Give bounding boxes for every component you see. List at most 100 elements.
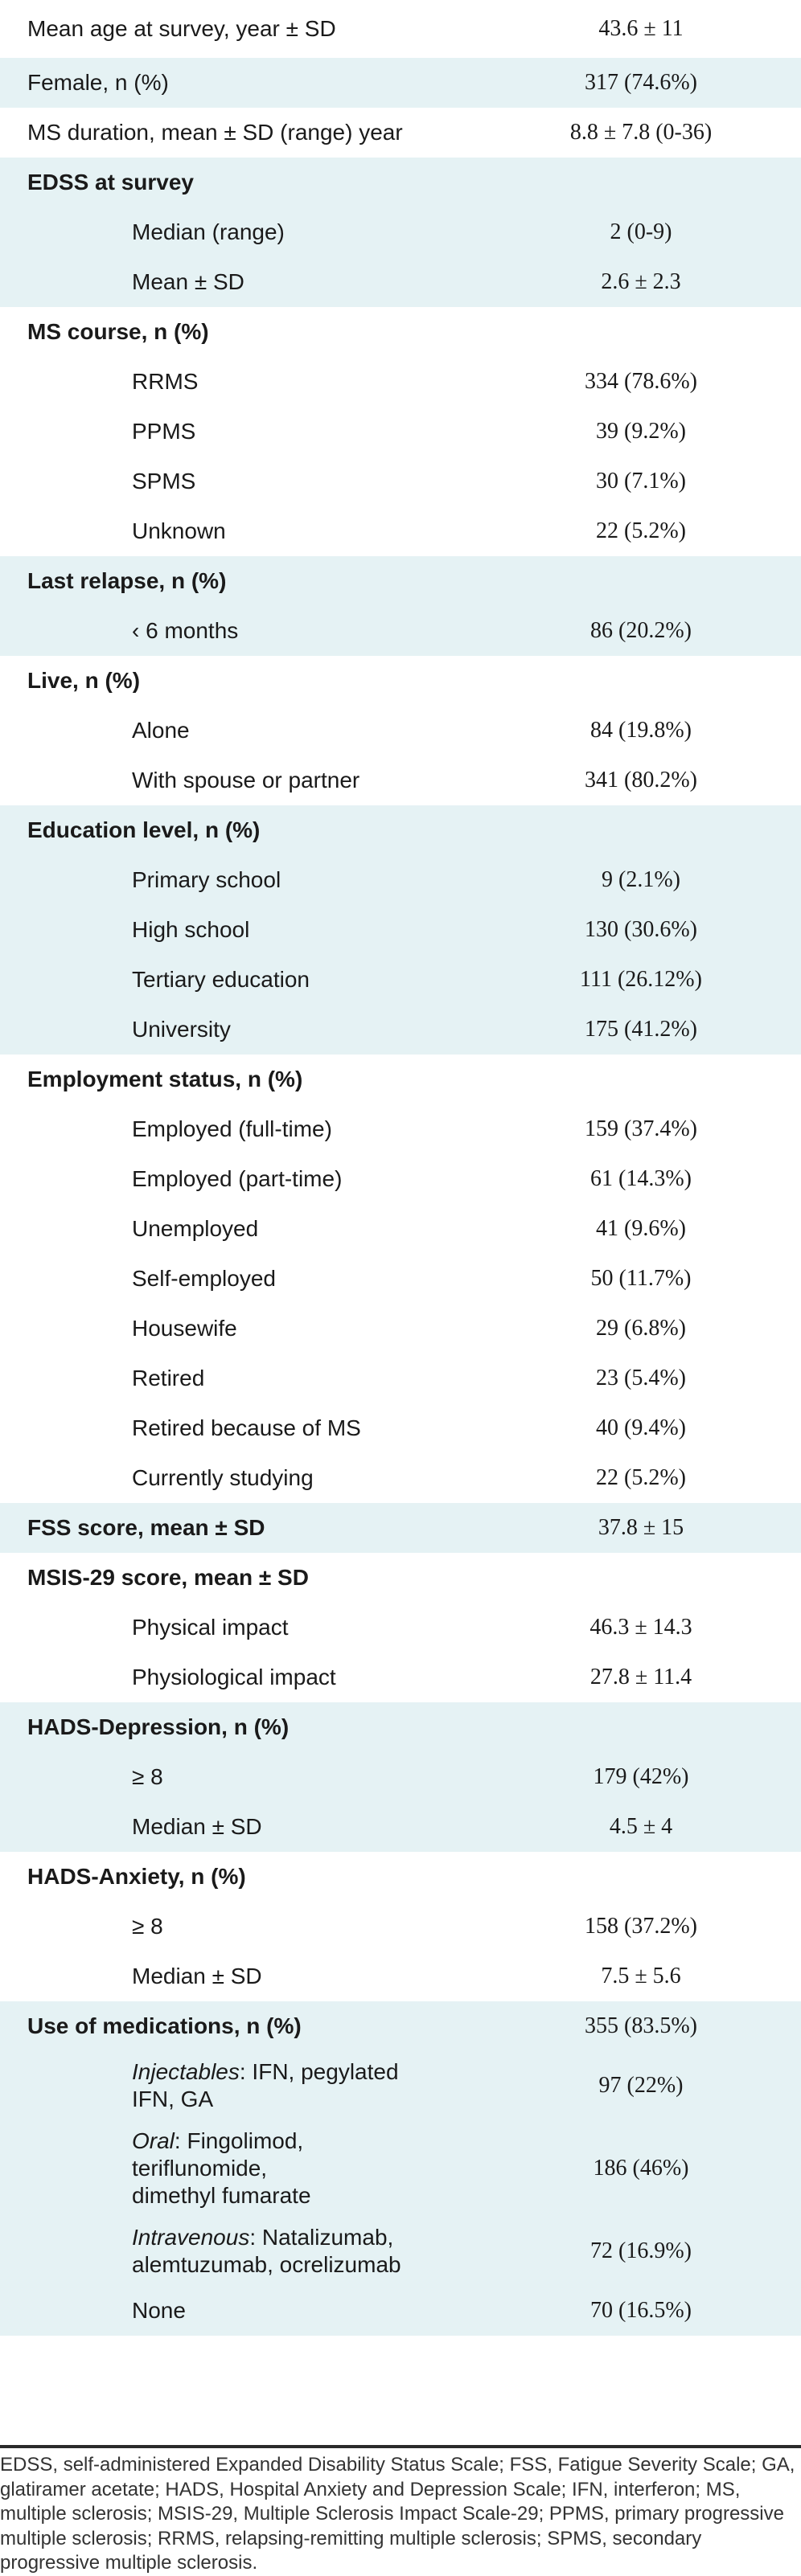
row-value: 43.6 ± 11 (598, 16, 684, 41)
section-header-row: Employment status, n (%) (0, 1055, 801, 1104)
label-text-line3: dimethyl fumarate (132, 2183, 311, 2208)
table-row: Tertiary education 111 (26.12%) (0, 955, 801, 1005)
table-row: Mean ± SD 2.6 ± 2.3 (0, 257, 801, 307)
row-value: 23 (5.4%) (596, 1366, 686, 1390)
row-label: Female, n (%) (0, 58, 481, 108)
row-label: Median ± SD (0, 1802, 481, 1852)
label-emphasis: Intravenous (132, 2225, 250, 2250)
section-header-row: Live, n (%) (0, 656, 801, 706)
table-row: Median ± SD 7.5 ± 5.6 (0, 1951, 801, 2001)
row-value: 22 (5.2%) (596, 518, 686, 543)
section-label: MSIS-29 score, mean ± SD (27, 1565, 309, 1590)
row-value: 159 (37.4%) (585, 1116, 697, 1141)
row-value: 158 (37.2%) (585, 1914, 697, 1939)
section-label: EDSS at survey (0, 158, 481, 207)
row-value: 72 (16.9%) (481, 2217, 801, 2286)
row-label: ‹ 6 months (0, 606, 481, 656)
table-row: Unemployed 41 (9.6%) (0, 1204, 801, 1254)
row-value: 9 (2.1%) (481, 855, 801, 905)
row-value: 29 (6.8%) (596, 1316, 686, 1341)
row-value: 30 (7.1%) (596, 469, 686, 493)
table-row: Retired 23 (5.4%) (0, 1354, 801, 1403)
row-label: MS duration, mean ± SD (range) year (27, 120, 403, 145)
row-label: Employed (part-time) (132, 1166, 343, 1191)
row-value: 179 (42%) (481, 1752, 801, 1802)
row-label: Unknown (132, 518, 226, 543)
row-label: Intravenous: Natalizumab, alemtuzumab, oc… (0, 2217, 481, 2286)
row-value: 2.6 ± 2.3 (481, 257, 801, 307)
row-value: 61 (14.3%) (590, 1166, 692, 1191)
row-label: Median ± SD (132, 1964, 262, 1988)
row-value: 111 (26.12%) (481, 955, 801, 1005)
section-label: HADS-Depression, n (%) (0, 1702, 481, 1752)
table-row: Mean age at survey, year ± SD 43.6 ± 11 (0, 0, 801, 58)
row-value: 27.8 ± 11.4 (589, 1665, 692, 1689)
row-value: 46.3 ± 14.3 (589, 1615, 692, 1640)
table-row: University 175 (41.2%) (0, 1005, 801, 1055)
table-row: None 70 (16.5%) (0, 2286, 801, 2336)
row-label: Tertiary education (0, 955, 481, 1005)
row-value (481, 1702, 801, 1752)
row-label: Oral: Fingolimod, teriflunomide, dimethyl … (0, 2120, 481, 2217)
label-text-line2: alemtuzumab, ocrelizumab (132, 2252, 401, 2277)
row-value (481, 158, 801, 207)
table-row: Primary school 9 (2.1%) (0, 855, 801, 905)
row-value: 175 (41.2%) (481, 1005, 801, 1055)
row-value (481, 307, 801, 357)
table-row: Median ± SD 4.5 ± 4 (0, 1802, 801, 1852)
row-value: 355 (83.5%) (481, 2001, 801, 2051)
section-header-row: Education level, n (%) (0, 805, 801, 855)
row-value: 8.8 ± 7.8 (0-36) (569, 120, 713, 145)
table-row: Median (range) 2 (0-9) (0, 207, 801, 257)
table-row: Intravenous: Natalizumab, alemtuzumab, oc… (0, 2217, 801, 2286)
row-label: Self-employed (132, 1266, 276, 1291)
row-label: ≥ 8 (132, 1914, 163, 1939)
table-row: Alone 84 (19.8%) (0, 706, 801, 756)
row-label: ≥ 8 (0, 1752, 481, 1802)
row-value (481, 1553, 801, 1603)
row-label: Retired (132, 1366, 205, 1390)
row-value: 41 (9.6%) (596, 1216, 686, 1241)
table-row: ≥ 8 158 (37.2%) (0, 1902, 801, 1951)
table-row: Unknown 22 (5.2%) (0, 506, 801, 556)
section-label: MS course, n (%) (27, 319, 209, 344)
table-row: Oral: Fingolimod, teriflunomide, dimethyl … (0, 2120, 801, 2217)
row-label: Housewife (132, 1316, 237, 1341)
table-row: Housewife 29 (6.8%) (0, 1304, 801, 1354)
row-label: RRMS (132, 369, 199, 394)
row-label: Retired because of MS (132, 1415, 361, 1440)
section-header-row: Last relapse, n (%) (0, 556, 801, 606)
table-row: High school 130 (30.6%) (0, 905, 801, 955)
label-text: : Natalizumab, (249, 2225, 394, 2250)
row-label: University (0, 1005, 481, 1055)
label-emphasis: Oral (132, 2128, 175, 2153)
row-value (481, 805, 801, 855)
section-header-row: FSS score, mean ± SD 37.8 ± 15 (0, 1503, 801, 1553)
section-label: Education level, n (%) (0, 805, 481, 855)
row-value: 4.5 ± 4 (481, 1802, 801, 1852)
row-label: Median (range) (0, 207, 481, 257)
table-row: With spouse or partner 341 (80.2%) (0, 756, 801, 805)
row-label: Currently studying (132, 1465, 314, 1490)
row-value: 86 (20.2%) (481, 606, 801, 656)
row-value: 341 (80.2%) (585, 768, 697, 792)
label-emphasis: Injectables (132, 2059, 240, 2084)
row-label: Physiological impact (132, 1665, 336, 1689)
section-label: FSS score, mean ± SD (0, 1503, 481, 1553)
table-row: Self-employed 50 (11.7%) (0, 1254, 801, 1304)
row-label: Alone (132, 718, 190, 743)
row-value: 84 (19.8%) (590, 718, 692, 743)
row-label: Physical impact (132, 1615, 289, 1640)
row-value: 186 (46%) (481, 2120, 801, 2217)
table-row: ‹ 6 months 86 (20.2%) (0, 606, 801, 656)
table-row: Physiological impact 27.8 ± 11.4 (0, 1652, 801, 1702)
row-value: 7.5 ± 5.6 (601, 1964, 681, 1988)
row-label: High school (0, 905, 481, 955)
table-row: Female, n (%) 317 (74.6%) (0, 58, 801, 108)
section-header-row: MSIS-29 score, mean ± SD (0, 1553, 801, 1603)
table-row: SPMS 30 (7.1%) (0, 457, 801, 506)
row-value: 50 (11.7%) (590, 1266, 692, 1291)
row-value: 2 (0-9) (481, 207, 801, 257)
row-value: 39 (9.2%) (596, 419, 686, 444)
row-value (481, 1852, 801, 1902)
